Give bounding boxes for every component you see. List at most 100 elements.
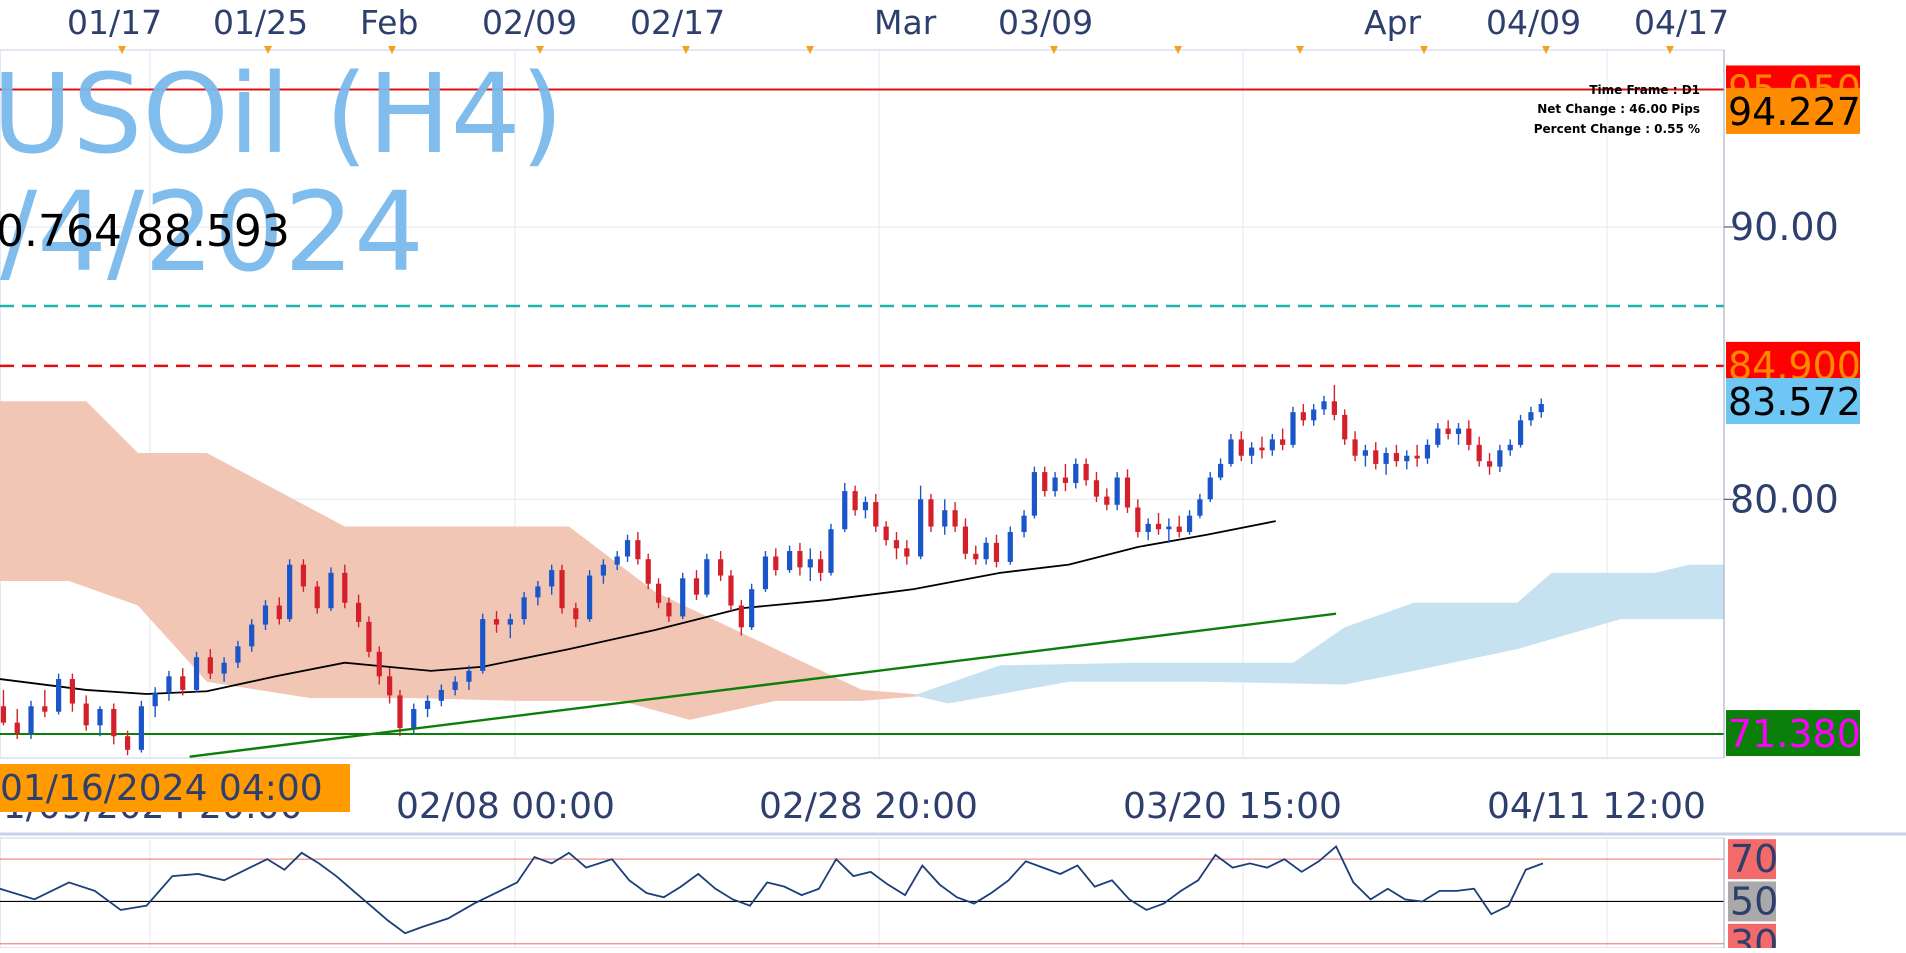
- candle-body-15: [207, 657, 213, 674]
- candle-42: [559, 564, 565, 614]
- candle-57: [738, 600, 744, 636]
- candle-79: [983, 537, 989, 565]
- candle-body-65: [828, 529, 834, 573]
- chart-title: USOil (H4): [0, 50, 564, 178]
- candle-118: [1393, 444, 1400, 467]
- candle-28: [376, 646, 382, 685]
- ichimoku-cloud-red: [0, 401, 931, 720]
- candle-91: [1114, 472, 1120, 511]
- candle-43: [573, 602, 579, 628]
- candle-8: [111, 703, 117, 745]
- candle-body-6: [83, 703, 89, 726]
- candle-body-91: [1114, 477, 1120, 505]
- level-lines-layer: [0, 88, 1724, 736]
- candle-body-101: [1217, 463, 1224, 478]
- candle-body-20: [276, 605, 282, 620]
- candle-35: [466, 665, 472, 690]
- candle-body-22: [300, 564, 307, 587]
- top-date-label-5: Mar: [874, 3, 937, 42]
- candle-body-1: [14, 722, 20, 734]
- price-tag-1: 94.227: [1726, 87, 1861, 134]
- top-date-label-3: 02/09: [482, 3, 577, 42]
- candle-125: [1466, 420, 1472, 451]
- candle-50: [655, 578, 662, 609]
- candle-body-45: [600, 564, 606, 576]
- candle-body-86: [1062, 477, 1069, 483]
- candle-88: [1083, 458, 1089, 486]
- info-timeframe: Time Frame : D1: [1589, 83, 1700, 97]
- candle-body-94: [1145, 523, 1151, 532]
- candle-body-0: [0, 706, 7, 723]
- candle-body-2: [28, 706, 34, 734]
- candle-0: [0, 689, 7, 726]
- candle-body-116: [1373, 450, 1379, 464]
- candle-60: [773, 548, 779, 576]
- candle-body-72: [904, 548, 910, 557]
- candle-body-17: [235, 646, 241, 663]
- price-axis: 90.00 80.00: [1723, 50, 1839, 758]
- candle-59: [762, 551, 769, 592]
- candle-105: [1259, 436, 1265, 459]
- candle-58: [749, 583, 755, 631]
- price-tag-bg-3: [1726, 378, 1860, 425]
- candle-body-124: [1455, 428, 1462, 434]
- candle-body-110: [1311, 409, 1317, 421]
- top-date-label-9: 04/17: [1634, 3, 1729, 42]
- candle-69: [873, 493, 879, 532]
- candle-6: [83, 695, 89, 731]
- top-date-tick-9: [1420, 46, 1428, 54]
- time-axis-label-4: 04/11 12:00: [1487, 786, 1706, 827]
- candle-body-81: [1007, 531, 1013, 562]
- candle-body-83: [1031, 472, 1037, 516]
- candle-52: [680, 572, 686, 620]
- candle-14: [193, 651, 200, 693]
- candle-body-39: [521, 597, 527, 620]
- candle-103: [1238, 431, 1244, 462]
- candle-2: [28, 700, 34, 739]
- candle-body-77: [962, 526, 969, 554]
- candle-body-68: [862, 502, 869, 511]
- candle-body-9: [124, 736, 131, 750]
- candle-20: [276, 597, 282, 625]
- candle-72: [904, 540, 910, 565]
- candle-4: [56, 673, 62, 715]
- candle-7: [97, 706, 103, 737]
- candle-body-12: [166, 676, 172, 693]
- candle-body-30: [397, 695, 403, 729]
- candle-body-61: [786, 551, 793, 571]
- rsi-level-tag-bg-70: [1728, 839, 1776, 880]
- candle-101: [1217, 458, 1224, 481]
- candle-12: [166, 670, 172, 701]
- candle-body-108: [1290, 412, 1296, 445]
- candle-body-119: [1404, 455, 1410, 462]
- candle-body-63: [807, 559, 813, 568]
- candle-121: [1424, 439, 1431, 464]
- top-date-tick-2: [388, 46, 396, 54]
- price-tag-bg-4: [1726, 710, 1860, 757]
- info-net-change: Net Change : 46.00 Pips: [1537, 102, 1700, 116]
- candle-39: [521, 591, 527, 625]
- candle-9: [124, 730, 131, 756]
- time-axis-label-2: 02/28 20:00: [759, 786, 978, 827]
- candle-body-75: [942, 510, 948, 527]
- candle-92: [1124, 469, 1131, 513]
- candle-body-46: [614, 556, 620, 565]
- candle-body-13: [180, 676, 186, 690]
- candle-body-98: [1186, 515, 1193, 532]
- candle-body-130: [1517, 420, 1524, 445]
- candles-layer: [0, 384, 1544, 756]
- price-tag-4: 71.380: [1726, 710, 1861, 757]
- top-date-tick-10: [1542, 46, 1550, 54]
- candle-10: [138, 700, 144, 753]
- top-date-label-4: 02/17: [630, 3, 725, 42]
- candle-body-56: [728, 575, 734, 606]
- ohlc-readout: 0.764 88.593: [0, 206, 290, 257]
- candle-45: [600, 559, 606, 584]
- candle-116: [1373, 442, 1379, 470]
- candle-51: [666, 597, 672, 622]
- candle-body-10: [138, 706, 144, 750]
- candle-111: [1321, 395, 1327, 415]
- candle-body-52: [680, 578, 686, 617]
- candle-36: [480, 613, 486, 674]
